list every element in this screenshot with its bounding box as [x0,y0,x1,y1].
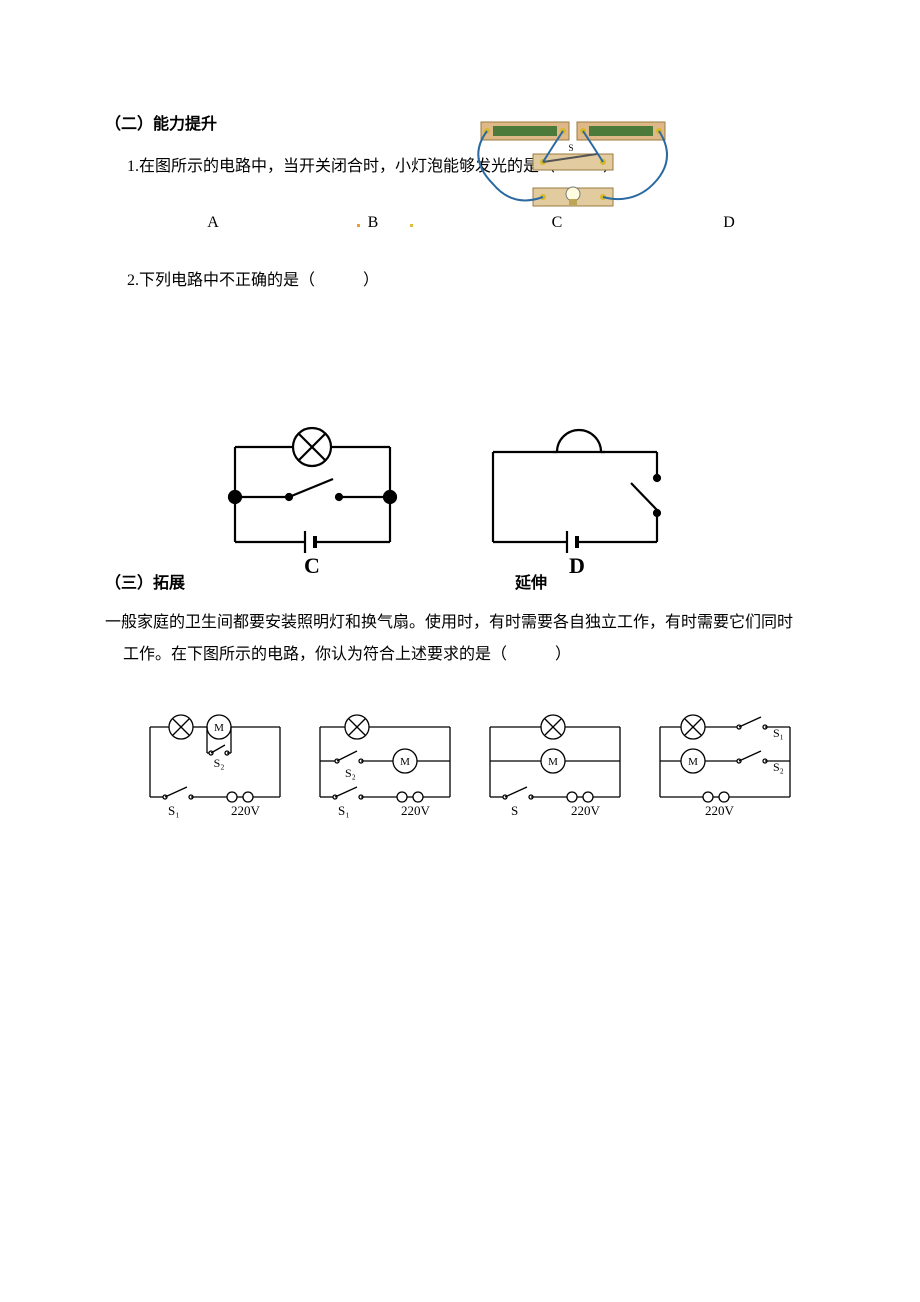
physical-circuit-image: S [473,118,673,218]
s2-q2: 2.下列电路中不正确的是（ ） [127,266,815,296]
svg-text:M: M [214,722,224,734]
section-3-title-row: （三）拓展 延伸 [105,569,815,593]
section-3-choices: M S₂ S₁ 220V [135,709,795,824]
section-3-left: （三）拓展 [105,569,185,593]
choice-a: M S₂ S₁ 220V [135,709,295,824]
dot-icon [410,224,413,227]
para-line1: 一般家庭的卫生间都要安装照明灯和换气扇。使用时，有时需要各自独立工作，有时需要它… [105,614,793,631]
svg-text:S₂: S₂ [773,760,784,774]
svg-text:M: M [400,756,410,768]
opt-a: A [207,214,219,231]
label-220v: 220V [705,803,735,818]
label-220v: 220V [401,803,431,818]
para-line2: 工作。在下图所示的电路，你认为符合上述要求的是（ ） [123,646,571,663]
choice-c: M S 220V [475,709,635,824]
dot-icon [357,224,360,227]
circuit-d: D [475,417,675,577]
section-3-right: 延伸 [515,569,547,593]
label-s: S [511,803,518,818]
svg-text:M: M [688,756,698,768]
svg-text:M: M [548,756,558,768]
section-3-para: 一般家庭的卫生间都要安装照明灯和换气扇。使用时，有时需要各自独立工作，有时需要它… [105,607,815,671]
choice-d: S₁ M S₂ 220V [645,709,805,824]
svg-text:S₁: S₁ [773,726,784,740]
switch-label: S [568,143,573,153]
label-220v: 220V [231,803,261,818]
opt-d: D [723,214,735,231]
label-220v: 220V [571,803,601,818]
choice-b: M S₂ S₁ 220V [305,709,465,824]
s2-q1: 1.在图所示的电路中，当开关闭合时，小灯泡能够发光的是（ ） [127,152,815,182]
label-d: D [569,553,585,577]
opt-b: B [368,214,379,231]
label-s1: S₁ [168,803,180,818]
s2-q1-options: A B S [127,214,815,232]
section-2-title: （二）能力提升 [105,110,815,134]
label-c: C [304,553,320,577]
s2-q2-diagrams: C D [215,417,815,577]
circuit-c: C [215,417,410,577]
svg-text:S₂: S₂ [345,766,356,780]
label-s1: S₁ [338,803,350,818]
svg-text:S₂: S₂ [214,756,225,770]
